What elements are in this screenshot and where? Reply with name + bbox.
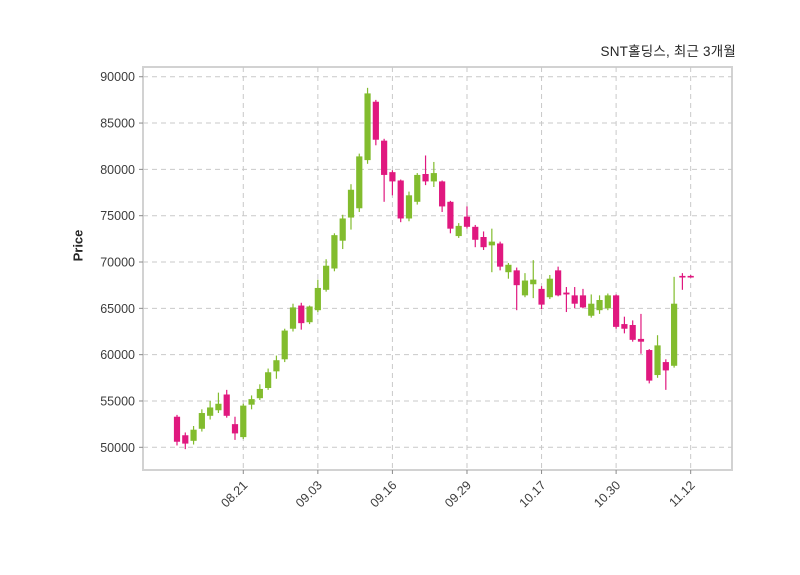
candle-body — [339, 218, 346, 241]
candle-body — [463, 216, 471, 227]
candle-body — [231, 424, 239, 434]
candle-body — [662, 362, 669, 371]
candle-body — [389, 172, 396, 182]
candle-body — [637, 338, 645, 342]
plot-border — [142, 66, 733, 471]
x-tick-label: 09.03 — [293, 478, 325, 510]
candle-body — [671, 303, 678, 366]
x-tick-label: 08.21 — [218, 478, 250, 510]
candle-body — [555, 270, 562, 296]
candle-body — [182, 435, 189, 444]
candle-body — [538, 288, 545, 305]
candle-body — [439, 181, 446, 207]
candle-body — [372, 101, 379, 140]
candle-body — [248, 399, 255, 405]
candle-body — [397, 180, 404, 219]
candle-body — [480, 237, 487, 248]
candle-body — [563, 292, 570, 295]
x-tick-label: 09.16 — [368, 478, 400, 510]
candle-body — [687, 275, 694, 278]
candle-body — [455, 225, 462, 237]
candle-body — [596, 299, 603, 311]
candle-body — [646, 350, 653, 381]
candle-body — [621, 324, 628, 329]
y-tick-label: 65000 — [100, 302, 135, 316]
chart-title: SNT홀딩스, 최근 3개월 — [600, 44, 736, 59]
x-tick-label: 11.12 — [666, 478, 697, 509]
candle-body — [488, 241, 495, 246]
candle-body — [588, 303, 595, 316]
candle-body — [306, 306, 313, 323]
candle-body — [497, 243, 504, 267]
candle-body — [347, 189, 355, 218]
candle-body — [654, 345, 661, 376]
candle-body — [546, 278, 553, 298]
candle-body — [331, 235, 338, 269]
candle-body — [405, 195, 413, 219]
x-tick-label: 10.30 — [591, 478, 623, 510]
x-tick-label: 10.17 — [517, 478, 549, 510]
candle-body — [513, 270, 520, 286]
candle-body — [579, 295, 587, 308]
candle-body — [173, 416, 181, 442]
candle-body — [613, 295, 620, 327]
candle-body — [289, 307, 297, 329]
candle-body — [190, 429, 197, 441]
candle-body — [240, 405, 247, 438]
candle-body — [265, 372, 272, 389]
candle-body — [207, 407, 214, 416]
candle-body — [273, 360, 280, 372]
candle-body — [430, 173, 437, 182]
candle-body — [356, 156, 363, 209]
candle-body — [604, 295, 611, 309]
candle-body — [571, 295, 578, 304]
x-tick-label: 09.29 — [442, 478, 474, 510]
candle-body — [281, 330, 288, 360]
candle-body — [314, 287, 321, 311]
candle-body — [298, 305, 305, 324]
candle-body — [256, 388, 263, 399]
y-tick-label: 70000 — [100, 256, 135, 270]
candle-body — [414, 174, 421, 202]
candle-body — [472, 226, 479, 240]
candle-body — [223, 394, 230, 416]
candle-body — [679, 275, 686, 278]
candle-body — [505, 264, 512, 273]
y-tick-label: 80000 — [100, 163, 135, 177]
y-tick-label: 50000 — [100, 441, 135, 455]
candle-body — [198, 413, 205, 429]
y-tick-label: 55000 — [100, 394, 135, 408]
y-tick-label: 85000 — [100, 117, 135, 131]
y-tick-label: 60000 — [100, 348, 135, 362]
candle-body — [521, 280, 529, 296]
candle-body — [215, 403, 222, 411]
candle-body — [422, 174, 429, 182]
y-tick-label: 90000 — [100, 70, 135, 84]
candle-body — [364, 93, 371, 161]
candle-body — [447, 201, 454, 229]
y-tick-label: 75000 — [100, 209, 135, 223]
candle-body — [323, 265, 330, 290]
candle-body — [629, 325, 636, 340]
candle-body — [530, 279, 537, 285]
candle-body — [381, 140, 388, 175]
